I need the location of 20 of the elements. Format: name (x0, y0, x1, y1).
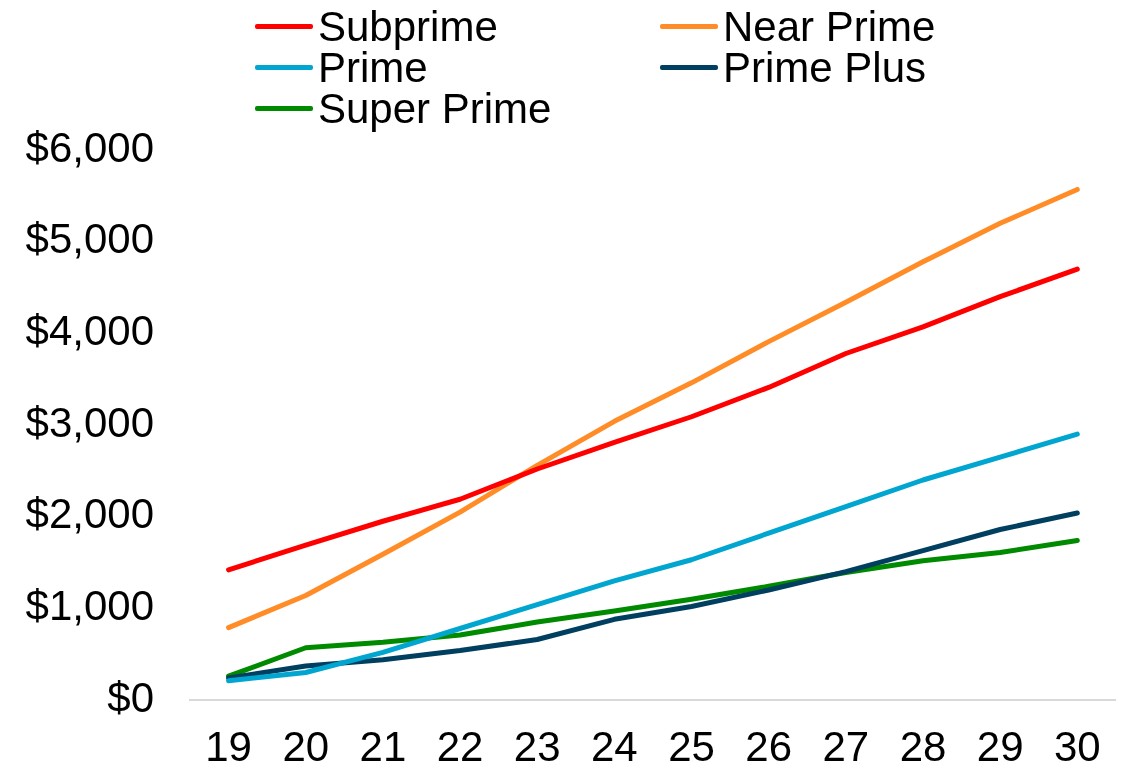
y-tick-label: $5,000 (25, 215, 154, 263)
legend-label: Super Prime (318, 85, 552, 132)
x-tick-label: 29 (976, 722, 1024, 770)
y-tick-label: $4,000 (25, 306, 154, 354)
y-tick-label: $2,000 (25, 490, 154, 538)
x-tick-label: 22 (436, 722, 484, 770)
y-tick-label: $3,000 (25, 398, 154, 446)
x-tick-label: 26 (745, 722, 793, 770)
x-tick-label: 28 (899, 722, 947, 770)
x-tick-label: 23 (513, 722, 561, 770)
x-tick-label: 27 (822, 722, 870, 770)
x-tick-label: 24 (591, 722, 638, 770)
y-tick-label: $6,000 (25, 123, 154, 171)
y-tick-label: $1,000 (25, 581, 154, 629)
x-tick-label: 19 (205, 722, 252, 770)
y-tick-label: $0 (107, 673, 154, 721)
x-tick-label: 30 (1053, 722, 1101, 770)
x-tick-label: 20 (282, 722, 330, 770)
x-tick-label: 21 (359, 722, 407, 770)
x-tick-label: 25 (668, 722, 715, 770)
